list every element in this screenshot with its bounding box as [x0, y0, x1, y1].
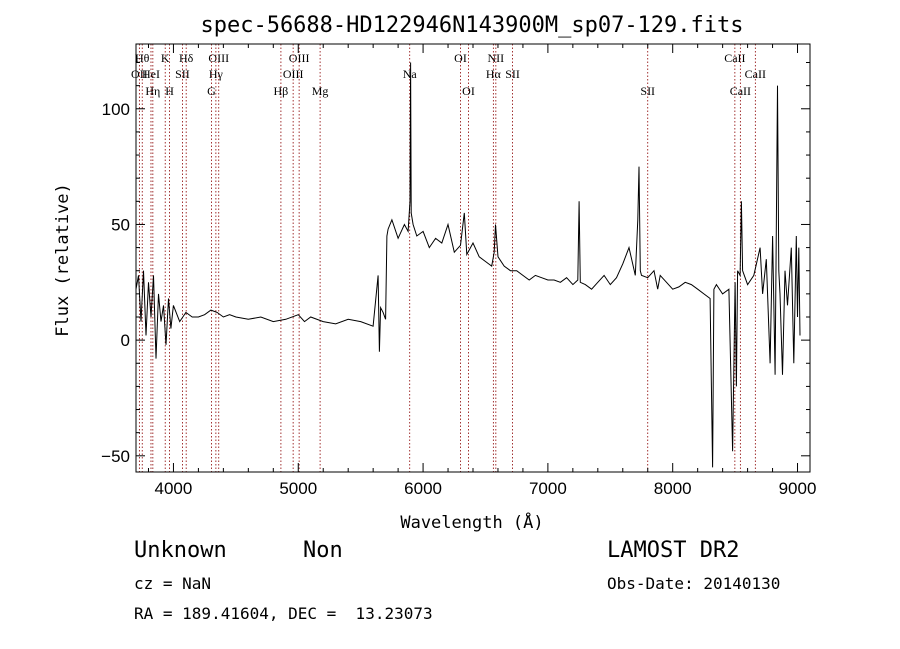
- chart-title: spec-56688-HD122946N143900M_sp07-129.fit…: [200, 13, 743, 38]
- marker-label: CaII: [730, 84, 751, 98]
- plot-frame: [135, 43, 811, 473]
- marker-label: CaII: [745, 67, 766, 81]
- marker-label: SII: [505, 67, 520, 81]
- marker-label: Hγ: [209, 67, 224, 81]
- marker-label: OII: [131, 67, 148, 81]
- marker-label: G: [207, 84, 216, 98]
- spectrum-chart: spec-56688-HD122946N143900M_sp07-129.fit…: [53, 13, 817, 533]
- marker-label: SII: [175, 67, 190, 81]
- x-tick-label: 6000: [404, 479, 442, 498]
- marker-label: HeI: [142, 67, 160, 81]
- marker-label: SII: [640, 84, 655, 98]
- y-tick-label: 50: [111, 215, 130, 234]
- x-axis-label: Wavelength (Å): [400, 511, 543, 533]
- object-subclass: Non: [303, 538, 343, 563]
- x-tick-label: 8000: [654, 479, 692, 498]
- y-axis-ticks: −50 0 50 100: [101, 62, 810, 466]
- object-class: Unknown: [134, 538, 227, 563]
- marker-label: OI: [462, 84, 475, 98]
- x-axis-ticks: 4000 5000 6000 7000 8000 9000: [147, 44, 817, 498]
- redshift-readout: cz = NaN: [134, 574, 212, 593]
- marker-label: OIII: [289, 51, 310, 65]
- marker-label: OIII: [208, 51, 229, 65]
- x-tick-label: 9000: [779, 479, 817, 498]
- marker-label: Hα: [486, 67, 502, 81]
- survey-name: LAMOST DR2: [607, 538, 740, 563]
- x-tick-label: 4000: [155, 479, 193, 498]
- marker-label: K: [161, 51, 170, 65]
- marker-label: CaII: [724, 51, 745, 65]
- marker-label: Hθ: [135, 51, 150, 65]
- marker-label: Hβ: [274, 84, 289, 98]
- y-axis-label: Flux (relative): [53, 183, 73, 337]
- x-tick-label: 5000: [279, 479, 317, 498]
- flux-line: [135, 62, 801, 468]
- x-tick-label: 7000: [529, 479, 567, 498]
- marker-label: OI: [454, 51, 467, 65]
- y-tick-label: −50: [101, 447, 130, 466]
- flux-series: [135, 62, 801, 468]
- y-tick-label: 100: [102, 100, 130, 119]
- marker-label: Hδ: [179, 51, 194, 65]
- observation-date: Obs-Date: 20140130: [607, 574, 781, 593]
- y-tick-label: 0: [121, 331, 130, 350]
- marker-label: Hη: [145, 84, 160, 98]
- marker-label: Mg: [312, 84, 329, 98]
- marker-label: H: [165, 84, 174, 98]
- coordinates-readout: RA = 189.41604, DEC = 13.23073: [134, 604, 433, 623]
- marker-label: NII: [488, 51, 505, 65]
- marker-label: OIII: [283, 67, 304, 81]
